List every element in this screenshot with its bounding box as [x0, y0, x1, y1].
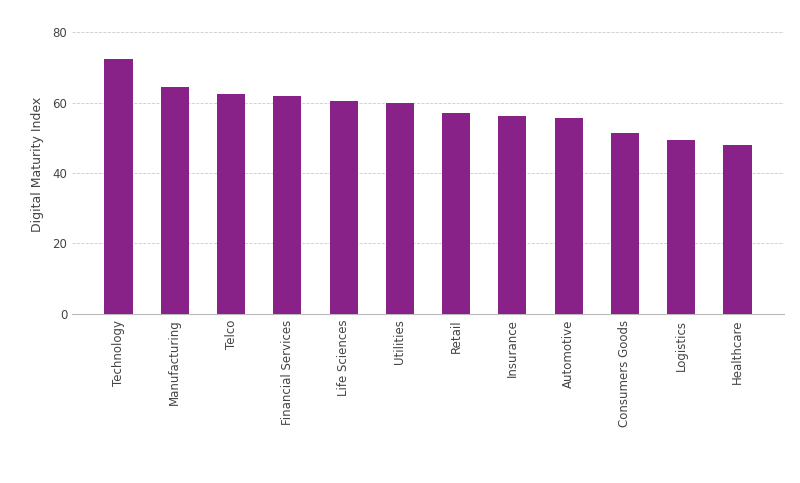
- Bar: [104, 58, 133, 314]
- Bar: [611, 132, 639, 314]
- Bar: [667, 140, 695, 314]
- Y-axis label: Digital Maturity Index: Digital Maturity Index: [31, 97, 44, 232]
- Bar: [386, 102, 414, 314]
- Bar: [723, 145, 752, 314]
- Bar: [161, 87, 189, 314]
- Bar: [554, 118, 582, 314]
- Bar: [442, 113, 470, 314]
- Bar: [498, 115, 526, 314]
- Bar: [274, 96, 302, 314]
- Bar: [330, 101, 358, 314]
- Bar: [217, 94, 245, 314]
